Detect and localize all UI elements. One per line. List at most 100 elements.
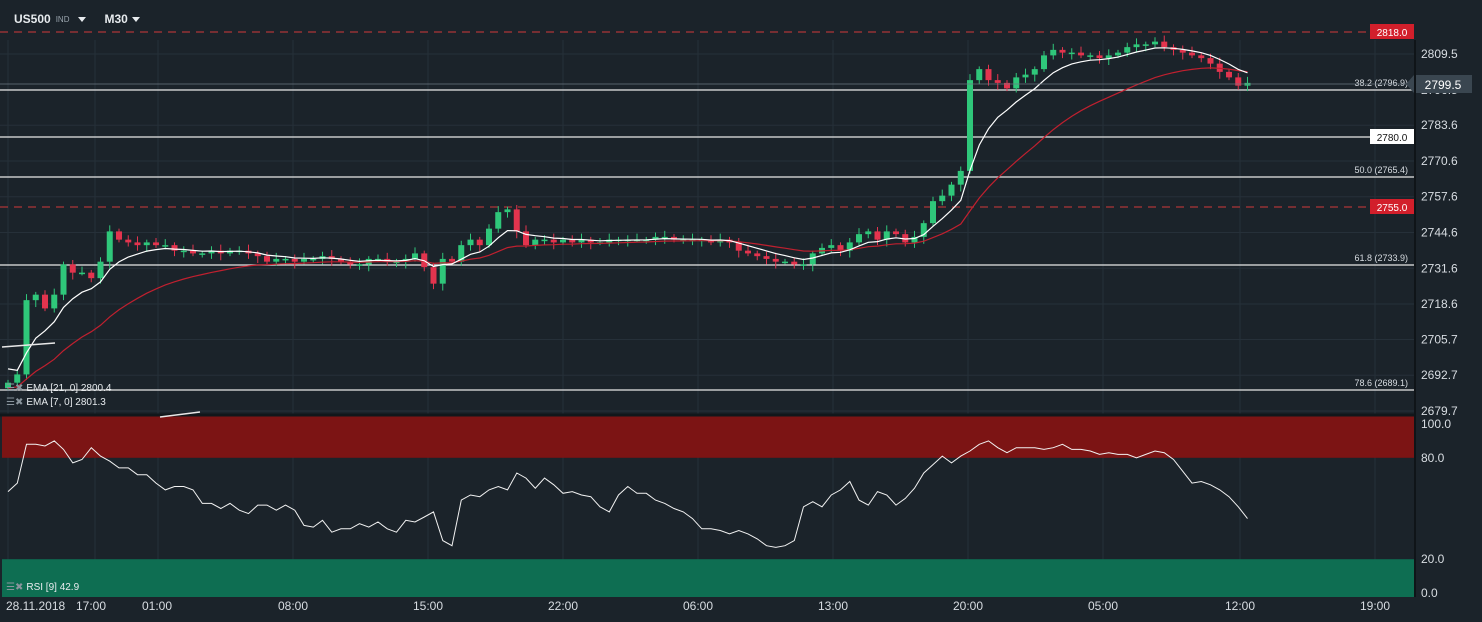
- candle-body[interactable]: [1096, 55, 1103, 59]
- candle-body[interactable]: [42, 294, 48, 309]
- candle-body[interactable]: [541, 239, 548, 242]
- candle-body[interactable]: [883, 231, 890, 240]
- candle-body[interactable]: [957, 170, 964, 185]
- candle-body[interactable]: [587, 239, 594, 243]
- candle-body[interactable]: [467, 239, 474, 246]
- candle-body[interactable]: [143, 242, 150, 246]
- candle-body[interactable]: [513, 209, 520, 232]
- candle-body[interactable]: [754, 253, 761, 257]
- candle-body[interactable]: [763, 256, 770, 259]
- candle-body[interactable]: [902, 234, 909, 243]
- candle-body[interactable]: [837, 245, 844, 251]
- candle-body[interactable]: [532, 239, 539, 246]
- candle-body[interactable]: [671, 236, 677, 240]
- candle-body[interactable]: [911, 236, 918, 243]
- candle-body[interactable]: [449, 258, 455, 262]
- candle-body[interactable]: [458, 245, 465, 262]
- candle-body[interactable]: [393, 261, 400, 264]
- candle-body[interactable]: [1207, 58, 1214, 64]
- candle-body[interactable]: [1115, 52, 1121, 56]
- candle-body[interactable]: [97, 261, 104, 279]
- candle-body[interactable]: [1124, 47, 1131, 53]
- drawn-trend-line[interactable]: [1, 342, 56, 348]
- candle-body[interactable]: [800, 264, 807, 266]
- candle-body[interactable]: [495, 212, 502, 229]
- symbol-selector[interactable]: US500 IND: [14, 12, 87, 26]
- candle-body[interactable]: [32, 294, 39, 301]
- candle-body[interactable]: [772, 258, 779, 262]
- candle-body[interactable]: [486, 228, 492, 246]
- candle-body[interactable]: [88, 272, 95, 279]
- candle-body[interactable]: [1068, 52, 1075, 55]
- candle-body[interactable]: [828, 245, 835, 248]
- settings-icon[interactable]: ☰✖: [6, 582, 24, 593]
- candle-body[interactable]: [125, 239, 132, 243]
- candle-body[interactable]: [856, 234, 862, 243]
- candle-body[interactable]: [735, 242, 742, 251]
- candle-body[interactable]: [1059, 49, 1066, 53]
- candle-body[interactable]: [930, 201, 936, 224]
- candle-body[interactable]: [1226, 71, 1232, 78]
- candle-body[interactable]: [106, 231, 113, 262]
- candle-body[interactable]: [652, 236, 659, 240]
- ema7-line[interactable]: [7, 47, 1248, 371]
- candle-body[interactable]: [976, 69, 983, 81]
- candle-body[interactable]: [1142, 44, 1149, 46]
- candle-body[interactable]: [1133, 44, 1140, 48]
- rsi-legend[interactable]: ☰✖ RSI [9] 42.9: [6, 582, 79, 593]
- candle-body[interactable]: [153, 242, 159, 246]
- candle-body[interactable]: [356, 264, 363, 266]
- candle-body[interactable]: [661, 236, 668, 239]
- candle-body[interactable]: [1152, 41, 1158, 45]
- candle-body[interactable]: [347, 261, 354, 265]
- candle-body[interactable]: [1041, 55, 1047, 70]
- candle-body[interactable]: [116, 231, 122, 240]
- candle-body[interactable]: [199, 253, 206, 255]
- candle-body[interactable]: [874, 231, 881, 240]
- candle-body[interactable]: [134, 242, 141, 246]
- candle-body[interactable]: [504, 209, 511, 213]
- drawn-trend-line[interactable]: [159, 411, 201, 418]
- candle-body[interactable]: [375, 258, 381, 261]
- candle-body[interactable]: [1198, 55, 1205, 59]
- candle-body[interactable]: [893, 231, 899, 235]
- candle-body[interactable]: [162, 245, 169, 247]
- candle-body[interactable]: [60, 264, 67, 295]
- candle-body[interactable]: [282, 258, 289, 261]
- candle-body[interactable]: [1189, 52, 1195, 56]
- candle-body[interactable]: [69, 264, 76, 273]
- candle-body[interactable]: [310, 258, 317, 261]
- ema7-legend[interactable]: ☰✖ EMA [7, 0] 2801.3: [6, 397, 106, 408]
- candle-body[interactable]: [1031, 69, 1038, 75]
- ema21-legend[interactable]: ☰✖ EMA [21, 0] 2800.4: [6, 383, 111, 394]
- candle-body[interactable]: [578, 239, 585, 243]
- candle-body[interactable]: [254, 253, 261, 257]
- candle-body[interactable]: [1087, 55, 1094, 57]
- timeframe-selector[interactable]: M30: [104, 12, 140, 26]
- candle-body[interactable]: [1105, 55, 1112, 59]
- candle-body[interactable]: [1013, 77, 1020, 89]
- candle-body[interactable]: [51, 294, 58, 309]
- candle-body[interactable]: [809, 253, 816, 265]
- candle-body[interactable]: [1235, 77, 1242, 86]
- ema21-line[interactable]: [7, 67, 1248, 389]
- candle-body[interactable]: [523, 231, 529, 246]
- candle-body[interactable]: [967, 80, 973, 171]
- candle-body[interactable]: [948, 184, 955, 196]
- candle-body[interactable]: [227, 250, 233, 254]
- candle-body[interactable]: [264, 256, 270, 262]
- candle-body[interactable]: [1161, 41, 1168, 48]
- candle-body[interactable]: [994, 80, 1001, 83]
- candle-body[interactable]: [745, 250, 751, 254]
- candle-body[interactable]: [14, 374, 21, 383]
- candle-body[interactable]: [865, 231, 872, 235]
- candle-body[interactable]: [291, 258, 298, 262]
- candle-body[interactable]: [338, 258, 344, 262]
- candle-body[interactable]: [79, 272, 85, 275]
- candle-body[interactable]: [1078, 52, 1084, 56]
- candle-body[interactable]: [569, 239, 576, 243]
- settings-icon[interactable]: ☰✖: [6, 397, 24, 408]
- candle-body[interactable]: [782, 261, 788, 264]
- candle-body[interactable]: [5, 382, 11, 389]
- candle-body[interactable]: [1004, 82, 1010, 89]
